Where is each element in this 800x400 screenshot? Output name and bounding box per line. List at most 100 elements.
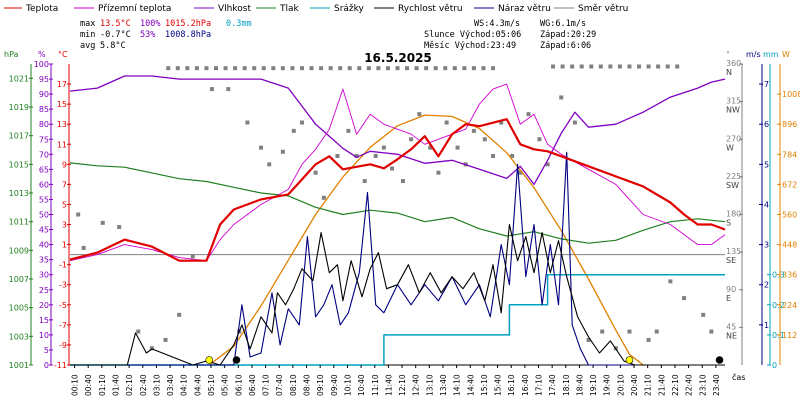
wind-direction-point	[366, 66, 371, 71]
wind-direction-point	[518, 170, 523, 175]
tick-temp: 3	[62, 221, 67, 230]
wind-direction-point	[646, 337, 651, 342]
x-tick-label: 06:10	[234, 374, 243, 396]
wind-direction-point	[291, 128, 296, 133]
tick-wind: 4	[764, 200, 769, 209]
tick-hpa: 1005	[9, 304, 29, 313]
x-tick-label: 09:10	[316, 374, 325, 396]
tick-temp: 1	[62, 241, 67, 250]
x-tick-label: 12:40	[412, 374, 421, 396]
tick-pct: 40	[39, 241, 49, 250]
wind-direction-point	[491, 153, 496, 158]
wind-direction-point	[665, 64, 670, 69]
unit-rain: mm	[763, 50, 779, 59]
wind-direction-point	[280, 149, 285, 154]
wind-direction-point	[252, 66, 257, 71]
x-tick-label: 00:10	[71, 374, 80, 396]
unit-wind: m/s	[746, 50, 761, 59]
series-humidity	[69, 75, 726, 186]
tick-dir: 135	[726, 247, 741, 256]
tick-pct: 60	[39, 180, 49, 189]
tick-pct: 0	[44, 361, 49, 370]
sunset-marker	[625, 356, 634, 364]
tick-dir: 180	[726, 210, 741, 219]
x-tick-label: 22:40	[685, 374, 694, 396]
tick-hpa: 1017	[9, 132, 29, 141]
wind-direction-point	[373, 153, 378, 158]
wind-direction-point	[214, 66, 219, 71]
wind-direction-point	[385, 66, 390, 71]
wind-direction-point	[471, 128, 476, 133]
unit-pct: %	[38, 50, 46, 59]
stat-hum-max: 100%	[140, 19, 160, 29]
tick-hpa: 1009	[9, 246, 29, 255]
tick-temp: 7	[62, 180, 67, 189]
legend: Teplota Přízemní teplota Vlhkost Tlak Sr…	[4, 4, 628, 14]
tick-dir-label: NE	[726, 331, 737, 340]
x-tick-label: 11:10	[371, 374, 380, 396]
stats-block: max 13.5°C 100% 1015.2hPa 0.3mm min -0.7…	[80, 19, 596, 51]
x-tick-label: 02:40	[139, 374, 148, 396]
wind-direction-point	[526, 112, 531, 117]
tick-pct: 70	[39, 150, 49, 159]
tick-temp: -9	[59, 341, 67, 350]
wind-direction-point	[560, 64, 565, 69]
legend-srazky: Srážky	[334, 4, 365, 14]
wind-direction-point	[209, 87, 214, 92]
x-axis: 00:10 00:40 01:10 01:40 02:10 02:40 03:10 03:40…	[71, 365, 721, 396]
wind-direction-point	[376, 66, 381, 71]
series-temperature	[69, 118, 726, 262]
wind-direction-point	[436, 170, 441, 175]
tick-temp: 13	[57, 120, 67, 129]
unit-dir: °	[726, 50, 730, 59]
tick-pct: 5	[44, 346, 49, 355]
wind-direction-point	[428, 145, 433, 150]
wind-direction-point	[637, 64, 642, 69]
wind-direction-point	[589, 64, 594, 69]
tick-temp: -1	[59, 261, 67, 270]
x-tick-label: 05:10	[207, 374, 216, 396]
x-tick-label: 19:40	[603, 374, 612, 396]
stat-ws: WS:4.3m/s	[474, 19, 520, 29]
stat-hum-min: 53%	[140, 30, 155, 40]
wind-direction-point	[185, 66, 190, 71]
wind-direction-point	[586, 337, 591, 342]
legend-naraz-vetru: Náraz větru	[498, 4, 551, 14]
wind-direction-point	[226, 87, 231, 92]
tick-solar: 672	[782, 180, 797, 189]
wind-direction-point	[328, 66, 333, 71]
wind-direction-point	[261, 66, 266, 71]
wind-direction-point	[299, 120, 304, 125]
wind-direction-point	[242, 66, 247, 71]
wind-direction-point	[362, 179, 367, 184]
wind-direction-point	[471, 66, 476, 71]
x-tick-label: 17:10	[535, 374, 544, 396]
unit-solar: W	[782, 50, 790, 59]
x-tick-label: 19:10	[589, 374, 598, 396]
tick-wind: 2	[764, 281, 769, 290]
tick-dir: 90	[726, 285, 736, 294]
stat-temp-min: -0.7°C	[100, 30, 131, 40]
wind-direction-point	[414, 66, 419, 71]
x-tick-label: 18:40	[575, 374, 584, 396]
x-tick-label: 06:40	[248, 374, 257, 396]
tick-dir-label: NW	[726, 106, 740, 115]
wind-direction-point	[233, 66, 238, 71]
wind-direction-point	[433, 66, 438, 71]
wind-direction-point	[280, 66, 285, 71]
wind-direction-point	[357, 66, 362, 71]
tick-hpa: 1019	[9, 103, 29, 112]
moonset-marker	[232, 356, 241, 364]
series-wind-gust	[70, 151, 725, 366]
wind-direction-point	[117, 225, 122, 230]
tick-hpa: 1007	[9, 275, 29, 284]
wind-direction-point	[491, 66, 496, 71]
wind-direction-point	[245, 120, 250, 125]
x-tick-label: 03:40	[166, 374, 175, 396]
tick-pct: 10	[39, 331, 49, 340]
wind-direction-point	[559, 95, 564, 100]
stat-max-label: max	[80, 19, 95, 29]
x-tick-label: 13:40	[439, 374, 448, 396]
wind-direction-point	[194, 66, 199, 71]
x-tick-label: 16:10	[507, 374, 516, 396]
